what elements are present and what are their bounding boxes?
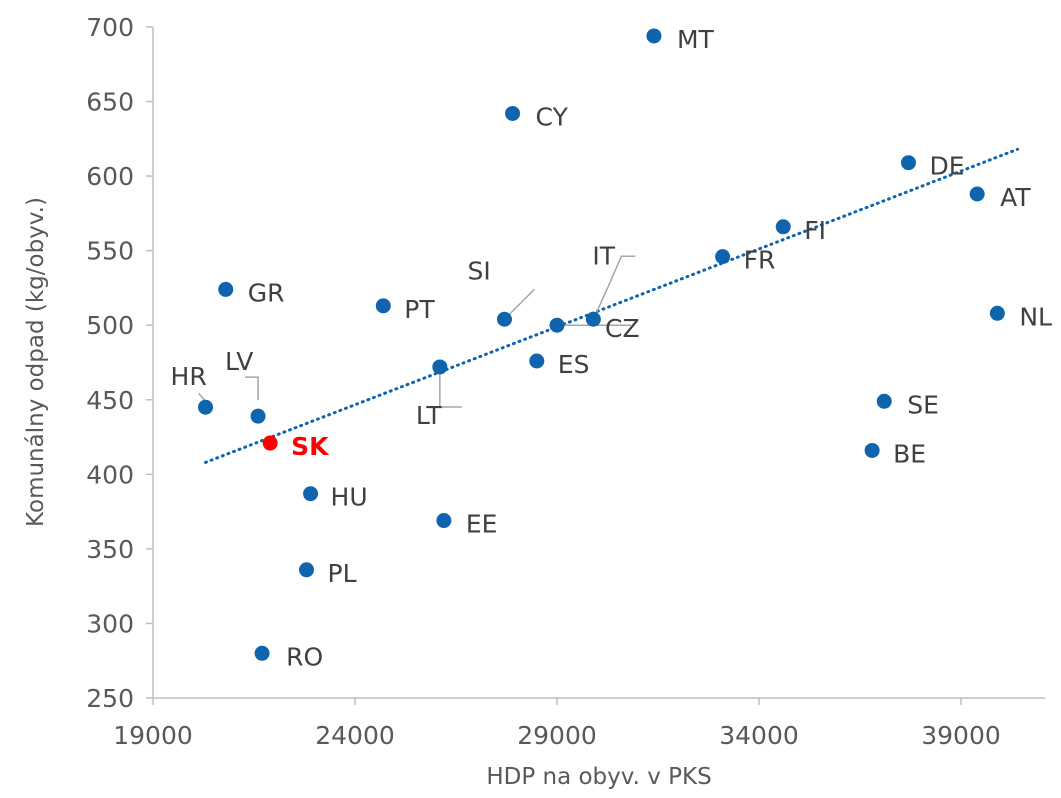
point-pl [299, 562, 315, 578]
point-label-nl: NL [1019, 302, 1052, 331]
point-label-it: IT [592, 241, 615, 270]
point-label-fr: FR [744, 246, 776, 275]
x-tick-label: 34000 [719, 721, 799, 750]
point-cy [505, 105, 521, 121]
point-label-at: AT [1000, 183, 1031, 212]
x-tick-label: 29000 [517, 721, 597, 750]
y-tick-label: 550 [86, 237, 134, 266]
point-fr [715, 249, 731, 265]
point-se [876, 393, 892, 409]
point-label-fi: FI [804, 216, 826, 245]
point-be [864, 442, 880, 458]
point-it [585, 311, 601, 327]
point-fi [775, 219, 791, 235]
y-tick-label: 500 [86, 311, 134, 340]
y-axis-title: Komunálny odpad (kg/obyv.) [23, 197, 49, 527]
point-hr [198, 399, 214, 415]
point-de [900, 155, 916, 171]
leader-line-it [592, 255, 636, 320]
point-label-cz: CZ [605, 314, 640, 343]
point-lv [250, 408, 266, 424]
y-tick-label: 400 [86, 460, 134, 489]
point-labels: MT CY DE AT FI FR IT SI CZ GR PT NL ES LT HR LV SE SK BE HU… [171, 25, 1053, 671]
point-label-sk: SK [291, 432, 330, 461]
point-label-si: SI [467, 256, 490, 285]
y-tick-label: 600 [86, 162, 134, 191]
y-tick-label: 450 [86, 386, 134, 415]
point-label-lt: LT [416, 401, 442, 430]
point-label-pl: PL [328, 559, 357, 588]
point-label-gr: GR [248, 278, 285, 307]
point-label-es: ES [558, 350, 590, 379]
point-label-lv: LV [225, 347, 253, 376]
x-axis-title: HDP na obyv. v PKS [486, 764, 711, 790]
leader-line-lt [439, 366, 462, 408]
y-tick-label: 350 [86, 535, 134, 564]
point-mt [646, 28, 662, 44]
point-label-mt: MT [677, 25, 715, 54]
point-es [529, 353, 545, 369]
point-nl [989, 305, 1005, 321]
y-ticks: 250 300 350 400 450 500 550 600 650 700 [86, 13, 153, 713]
x-ticks: 19000 24000 29000 34000 39000 [113, 698, 1001, 750]
x-tick-label: 39000 [921, 721, 1001, 750]
point-si [496, 311, 512, 327]
point-hu [303, 486, 319, 502]
trendline [204, 147, 1020, 464]
point-label-pt: PT [404, 295, 435, 324]
point-label-de: DE [929, 152, 964, 181]
y-tick-label: 250 [86, 684, 134, 713]
point-label-se: SE [907, 390, 939, 419]
x-tick-label: 24000 [315, 721, 395, 750]
y-tick-label: 650 [86, 88, 134, 117]
point-ro [254, 645, 270, 661]
point-pt [375, 298, 391, 314]
point-gr [218, 281, 234, 297]
point-sk [262, 435, 278, 451]
x-tick-label: 19000 [113, 721, 193, 750]
data-points [198, 28, 1005, 661]
point-ee [436, 513, 452, 529]
y-tick-label: 700 [86, 13, 134, 42]
leader-line-lv [245, 376, 259, 401]
point-lt [432, 359, 448, 375]
point-label-ee: EE [466, 510, 498, 539]
point-label-be: BE [893, 439, 926, 468]
point-label-hr: HR [171, 362, 207, 391]
point-label-hu: HU [331, 483, 368, 512]
point-label-cy: CY [536, 102, 569, 131]
point-label-ro: RO [286, 642, 323, 671]
point-cz [549, 317, 565, 333]
y-tick-label: 300 [86, 609, 134, 638]
point-at [969, 186, 985, 202]
